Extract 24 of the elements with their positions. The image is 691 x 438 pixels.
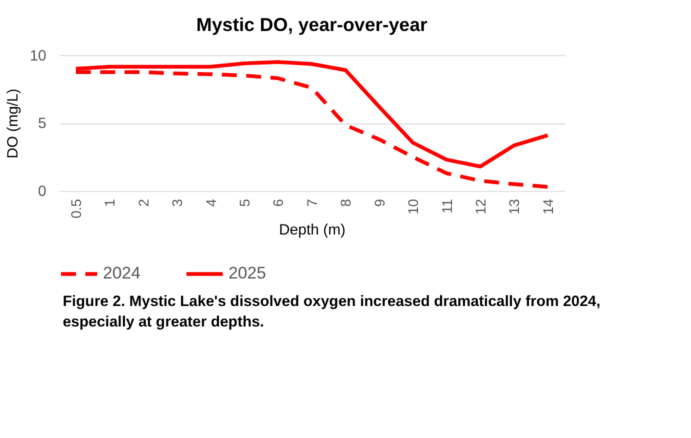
x-tick-label: 12 bbox=[472, 198, 488, 215]
chart-title: Mystic DO, year-over-year bbox=[196, 14, 428, 35]
x-tick-label: 9 bbox=[371, 198, 388, 207]
x-tick-label: 8 bbox=[338, 198, 354, 207]
x-tick-label: 7 bbox=[304, 198, 320, 207]
y-tick-label: 5 bbox=[38, 115, 46, 132]
x-tick-label: 1 bbox=[102, 198, 118, 207]
x-tick-label: 2 bbox=[135, 198, 152, 207]
legend-label: 2024 bbox=[102, 264, 140, 283]
y-axis-title: DO (mg/L) bbox=[4, 88, 22, 158]
x-tick-label: 6 bbox=[270, 198, 286, 207]
legend-label: 2025 bbox=[228, 264, 266, 283]
caption: Figure 2. Mystic Lake's dissolved oxygen increased dramatically from 2024, especially at greater depths. bbox=[62, 293, 600, 331]
x-tick-label: 10 bbox=[405, 198, 422, 215]
x-tick-label: 11 bbox=[438, 198, 455, 214]
x-tick-label: 14 bbox=[540, 198, 556, 215]
x-tick-label: 4 bbox=[202, 198, 219, 207]
x-tick-label: 13 bbox=[506, 198, 522, 215]
x-tick-label: 3 bbox=[169, 198, 186, 207]
y-tick-label: 0 bbox=[38, 183, 46, 200]
y-tick-label: 10 bbox=[30, 47, 46, 64]
x-tick-label: 5 bbox=[236, 198, 253, 207]
x-axis-title: Depth (m) bbox=[278, 221, 346, 238]
x-tick-label: 0.5 bbox=[68, 198, 84, 218]
